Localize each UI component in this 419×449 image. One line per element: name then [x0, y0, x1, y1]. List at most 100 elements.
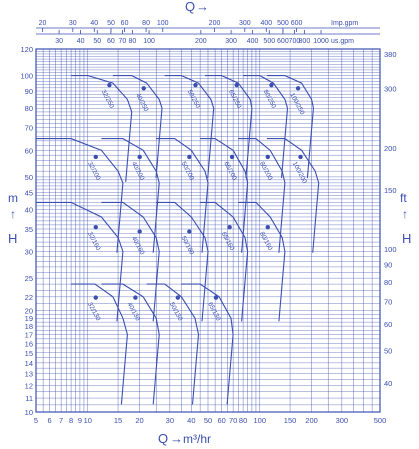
pump-curve-32-160	[36, 201, 124, 322]
ft-tick-label: 200	[384, 144, 397, 153]
imp-gpm-tick-label: 500	[277, 20, 289, 27]
us-gpm-tick-label: 60	[107, 38, 115, 45]
best-efficiency-dot	[265, 154, 270, 160]
x-tick-label: 6	[48, 416, 52, 425]
curve-label: 32/130	[86, 301, 102, 322]
x-tick-label: 50	[204, 416, 212, 425]
curve-label: 100/250	[288, 92, 305, 116]
y-tick-label: 45	[25, 188, 33, 197]
ft-tick-label: 60	[384, 320, 392, 329]
best-efficiency-dot	[187, 154, 192, 160]
x-tick-label: 70	[229, 416, 237, 425]
top-axis-arrow: →	[196, 0, 209, 14]
us-gpm-tick-label: 500	[263, 38, 275, 45]
pump-curve-32-250	[71, 75, 133, 182]
best-efficiency-dot	[187, 229, 192, 234]
best-efficiency-dot	[93, 295, 98, 300]
pump-curve-32-200	[36, 138, 124, 253]
best-efficiency-dot	[137, 154, 142, 160]
left-axis-arrow: ↑	[10, 207, 16, 221]
curve-label: 50/160	[180, 235, 196, 256]
right-axis-label: H	[402, 231, 411, 246]
y-tick-label: 22	[25, 293, 33, 302]
best-efficiency-dot	[175, 295, 181, 300]
y-tick-label: 15	[25, 349, 33, 358]
imp-gpm-tick-label: 80	[142, 20, 150, 27]
y-tick-label: 90	[25, 87, 33, 96]
y-tick-label: 35	[25, 225, 33, 234]
imp-gpm-tick-label: 200	[209, 20, 221, 27]
best-efficiency-dot	[234, 82, 239, 88]
curve-label: 32/160	[86, 231, 102, 252]
best-efficiency-dot	[229, 154, 235, 160]
x-tick-label: 10	[84, 416, 92, 425]
pump-curve-80-200	[238, 138, 286, 253]
x-tick-label: 7	[59, 416, 63, 425]
us-gpm-tick-label: 1000	[313, 38, 329, 45]
pump-curve-65-130	[181, 283, 234, 405]
y-tick-label: 17	[25, 330, 33, 339]
us-gpm-tick-label: 50	[93, 38, 101, 45]
imp-gpm-unit: Imp.gpm	[331, 20, 358, 27]
y-tick-label: 120	[20, 45, 33, 54]
ft-tick-label: 70	[384, 297, 392, 306]
best-efficiency-dot	[227, 225, 232, 230]
imp-gpm-tick-label: 50	[107, 20, 115, 27]
ft-tick-label: 100	[384, 245, 397, 254]
y-tick-label: 10	[25, 408, 33, 417]
y-tick-label: 19	[25, 314, 33, 323]
grid	[35, 48, 381, 413]
left-axis-label: H	[8, 231, 17, 246]
us-gpm-tick-label: 200	[195, 38, 207, 45]
ft-tick-label: 90	[384, 261, 392, 270]
best-efficiency-dot	[298, 154, 303, 160]
right-axis-arrow: ↑	[402, 207, 408, 221]
us-gpm-tick-label: 80	[128, 38, 136, 45]
bottom-axis-unit: m³/hr	[183, 432, 211, 446]
ft-tick-label: 80	[384, 278, 392, 287]
x-tick-label: 15	[114, 416, 122, 425]
imp-gpm-tick-label: 40	[90, 20, 98, 27]
us-gpm-tick-label: 100	[143, 38, 155, 45]
x-tick-label: 40	[187, 416, 195, 425]
y-tick-label: 12	[25, 381, 33, 390]
best-efficiency-dot	[137, 229, 142, 234]
y-tick-label: 25	[25, 274, 33, 283]
curve-label: 65/130	[206, 301, 222, 322]
x-tick-label: 60	[217, 416, 225, 425]
ft-tick-label: 150	[384, 186, 397, 195]
us-gpm-tick-label: 70	[119, 38, 127, 45]
curve-label: 32/250	[100, 89, 116, 110]
best-efficiency-dot	[269, 82, 274, 88]
y-tick-label: 14	[25, 359, 33, 368]
ft-tick-label: 380	[384, 50, 397, 59]
best-efficiency-dot	[193, 82, 198, 88]
us-gpm-tick-label: 300	[225, 38, 237, 45]
curve-label: 80/160	[258, 231, 274, 252]
imp-gpm-tick-label: 100	[157, 20, 169, 27]
x-tick-label: 200	[305, 416, 318, 425]
best-efficiency-dot	[93, 225, 98, 230]
best-efficiency-dot	[295, 86, 301, 91]
y-tick-label: 50	[25, 173, 33, 182]
pump-curve-100-200	[266, 138, 320, 253]
y-tick-label: 16	[25, 339, 33, 348]
best-efficiency-dot	[213, 295, 219, 300]
curve-label: 65/250	[227, 89, 243, 110]
us-gpm-tick-label: 600	[277, 38, 289, 45]
pump-curve-65-200	[200, 138, 249, 253]
y-tick-label: 20	[25, 307, 33, 316]
pump-curve-65-250	[205, 75, 253, 179]
y-tick-label: 30	[25, 248, 33, 257]
y-tick-label: 13	[25, 370, 33, 379]
pump-curve-50-250	[164, 75, 215, 179]
imp-gpm-tick-label: 60	[121, 20, 129, 27]
pump-curve-80-160	[238, 201, 286, 322]
curves	[36, 75, 320, 405]
y-tick-label: 60	[25, 146, 33, 155]
best-efficiency-dot	[107, 82, 112, 88]
pump-curve-40-200	[101, 138, 160, 253]
x-tick-label: 9	[78, 416, 82, 425]
